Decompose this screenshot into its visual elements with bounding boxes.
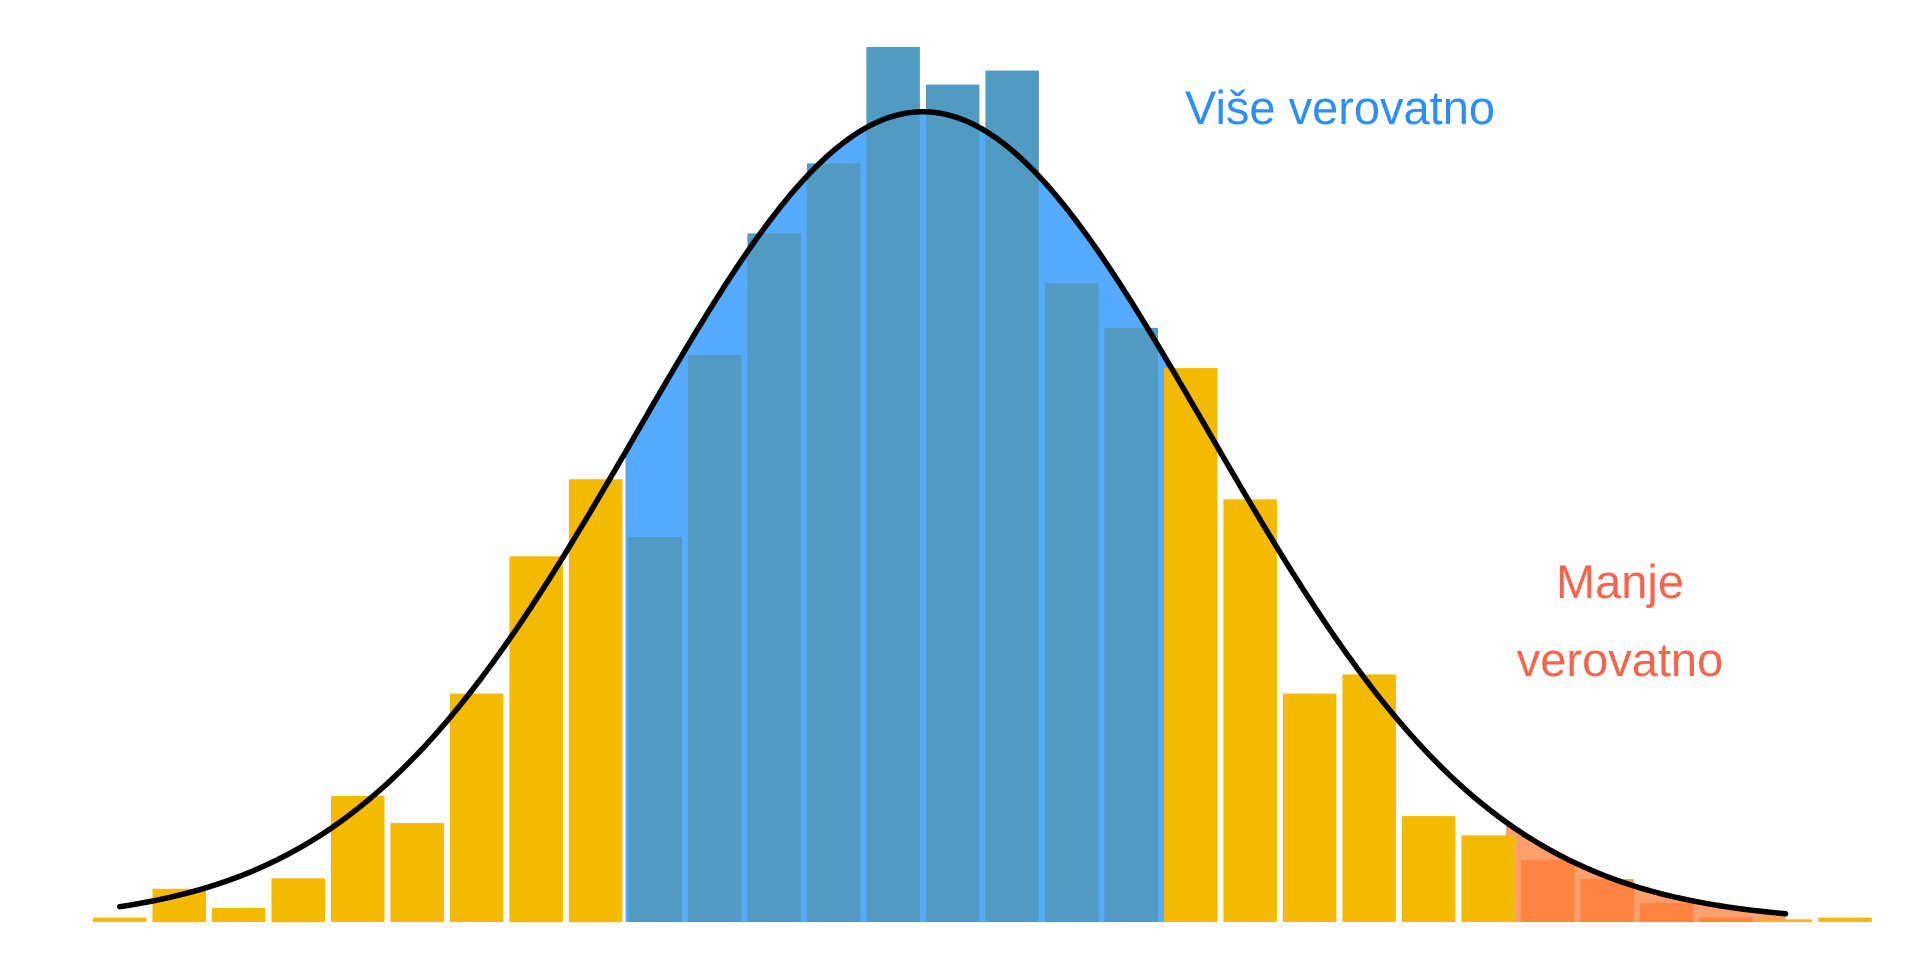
histogram-bars [93,47,1872,923]
bar-26 [1639,902,1694,923]
bar-21 [1342,674,1396,922]
annotation-less-likely-line2: verovatno [1517,633,1723,686]
annotation-more-likely: Više verovatno [1185,81,1495,134]
bar-11 [747,233,801,922]
annotations: Više verovatno Manje verovatno [1185,81,1723,686]
bar-19 [1223,499,1277,922]
bar-14 [925,84,980,923]
bar-15 [985,70,1039,923]
bar-27 [1699,917,1753,922]
bar-18 [1163,368,1218,923]
bar-8 [568,479,623,923]
annotation-less-likely-line1: Manje [1556,555,1684,608]
bar-2 [212,908,266,922]
bar-16 [1044,283,1099,923]
bar-0 [93,917,147,922]
bar-4 [331,796,385,922]
bar-20 [1282,693,1337,922]
bar-12 [806,163,861,922]
bar-25 [1580,879,1634,922]
bar-7 [509,556,563,923]
bar-9 [628,537,682,922]
bar-17 [1104,327,1158,922]
bar-23 [1461,835,1515,922]
normal-curve-line [116,109,1789,917]
bar-24 [1520,859,1575,922]
shaded-region-less-likely [1506,822,1786,922]
bar-22 [1401,816,1456,922]
bar-29 [1818,917,1872,922]
bar-6 [449,693,504,922]
bar-3 [271,878,325,923]
bar-28 [1758,919,1813,922]
bar-10 [687,355,742,922]
normal-curve [116,109,1789,917]
bar-5 [390,823,444,922]
bar-13 [866,47,920,922]
